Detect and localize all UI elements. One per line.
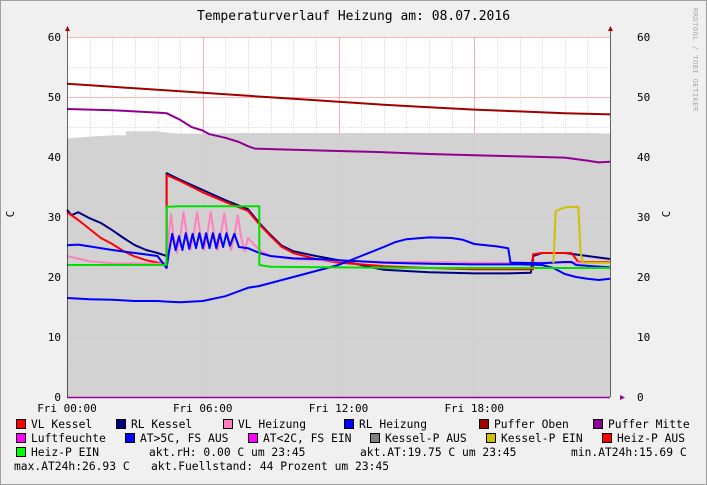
legend-swatch bbox=[223, 419, 233, 429]
series-line-kessel-p-ein bbox=[552, 205, 610, 264]
legend-label: Luftfeuchte bbox=[31, 432, 106, 445]
legend-row-4: max.AT24h:26.93 C akt.Fuellstand: 44 Pro… bbox=[14, 460, 706, 474]
legend-label: VL Kessel bbox=[31, 418, 93, 431]
y-axis-arrow-left bbox=[65, 26, 70, 31]
series-line-rl-heizung bbox=[66, 232, 611, 281]
legend-swatch bbox=[344, 419, 354, 429]
axes: 0 0 10 10 20 20 30 30 40 40 50 50 60 60 Fri 00:00 Fri 0… bbox=[4, 26, 673, 415]
legend-label: Heiz-P AUS bbox=[617, 432, 686, 445]
legend-item-puffer-oben: Puffer Oben bbox=[479, 418, 569, 432]
series-line-puffer-mitte bbox=[66, 108, 611, 164]
legend: VL Kessel RL Kessel VL Heizung RL Heizun… bbox=[14, 418, 706, 474]
legend-item-kessel-p-ein: Kessel-P EIN bbox=[486, 432, 583, 446]
series-line-at-5c-fs-aus bbox=[66, 236, 611, 304]
y-tick-label-left: 60 bbox=[48, 31, 61, 44]
y-tick-label-right: 40 bbox=[637, 151, 650, 164]
legend-label: AT>5C, FS AUS bbox=[140, 432, 229, 445]
min-outside-temp: min.AT24h:15.69 C bbox=[571, 446, 687, 459]
y-axis-label-right: C bbox=[660, 211, 673, 218]
legend-label: Kessel-P AUS bbox=[385, 432, 467, 445]
series-layer bbox=[66, 82, 611, 397]
x-tick-label: Fri 18:00 bbox=[444, 402, 504, 415]
max-outside-temp: max.AT24h:26.93 C bbox=[14, 460, 130, 473]
current-humidity: akt.rH: 0.00 C um 23:45 bbox=[149, 446, 306, 459]
legend-item-at-below-2c: AT<2C, FS EIN bbox=[248, 432, 351, 446]
legend-swatch bbox=[125, 433, 135, 443]
y-axis-arrow-right bbox=[608, 26, 613, 31]
legend-swatch bbox=[593, 419, 603, 429]
y-tick-label-left: 20 bbox=[48, 271, 61, 284]
legend-label: AT<2C, FS EIN bbox=[263, 432, 352, 445]
y-axis-label-left: C bbox=[4, 211, 17, 218]
legend-item-rl-kessel: RL Kessel bbox=[116, 418, 192, 432]
legend-item-vl-kessel: VL Kessel bbox=[16, 418, 92, 432]
legend-item-at-above-5c: AT>5C, FS AUS bbox=[125, 432, 228, 446]
y-tick-label-right: 20 bbox=[637, 271, 650, 284]
x-tick-label: Fri 06:00 bbox=[173, 402, 233, 415]
legend-label: RL Kessel bbox=[131, 418, 193, 431]
legend-label: Puffer Oben bbox=[494, 418, 569, 431]
legend-swatch bbox=[486, 433, 496, 443]
y-tick-label-right: 0 bbox=[637, 391, 644, 404]
legend-item-heiz-p-aus: Heiz-P AUS bbox=[602, 432, 685, 446]
watermark: RRDTOOL / TOBI OETIKER bbox=[691, 8, 699, 112]
legend-item-kessel-p-aus: Kessel-P AUS bbox=[370, 432, 467, 446]
legend-row-3: Heiz-P EIN akt.rH: 0.00 C um 23:45 akt.A… bbox=[16, 446, 706, 460]
chart-title: Temperaturverlauf Heizung am: 08.07.2016 bbox=[196, 9, 511, 24]
current-outside-temp: akt.AT:19.75 C um 23:45 bbox=[360, 446, 517, 459]
legend-swatch bbox=[16, 419, 26, 429]
y-tick-label-left: 30 bbox=[48, 211, 61, 224]
legend-label: Puffer Mitte bbox=[608, 418, 690, 431]
series-line-heiz-p-ein bbox=[67, 205, 610, 269]
legend-swatch bbox=[16, 447, 26, 457]
x-tick-label: Fri 00:00 bbox=[37, 402, 97, 415]
legend-swatch bbox=[602, 433, 612, 443]
legend-item-heiz-p-ein: Heiz-P EIN bbox=[16, 446, 99, 460]
legend-item-puffer-mitte: Puffer Mitte bbox=[593, 418, 690, 432]
y-tick-label-left: 10 bbox=[48, 331, 61, 344]
fill-level: akt.Fuellstand: 44 Prozent um 23:45 bbox=[151, 460, 390, 473]
legend-swatch bbox=[479, 419, 489, 429]
legend-label: Kessel-P EIN bbox=[501, 432, 583, 445]
legend-swatch bbox=[16, 433, 26, 443]
x-tick-label: Fri 12:00 bbox=[309, 402, 369, 415]
y-tick-label-left: 0 bbox=[54, 391, 61, 404]
legend-row-1: VL Kessel RL Kessel VL Heizung RL Heizun… bbox=[16, 418, 706, 432]
legend-swatch bbox=[116, 419, 126, 429]
legend-item-luftfeuchte: Luftfeuchte bbox=[16, 432, 106, 446]
legend-swatch bbox=[370, 433, 380, 443]
legend-row-2: Luftfeuchte AT>5C, FS AUS AT<2C, FS EIN … bbox=[16, 432, 706, 446]
y-tick-label-right: 10 bbox=[637, 331, 650, 344]
legend-item-rl-heizung: RL Heizung bbox=[344, 418, 427, 432]
y-tick-label-right: 60 bbox=[637, 31, 650, 44]
x-axis-arrow bbox=[620, 395, 625, 400]
legend-item-vl-heizung: VL Heizung bbox=[223, 418, 306, 432]
series-line-puffer-oben bbox=[66, 82, 611, 116]
y-tick-label-left: 40 bbox=[48, 151, 61, 164]
legend-label: VL Heizung bbox=[238, 418, 307, 431]
legend-label: RL Heizung bbox=[359, 418, 428, 431]
legend-label: Heiz-P EIN bbox=[31, 446, 100, 459]
legend-swatch bbox=[248, 433, 258, 443]
y-tick-label-right: 50 bbox=[637, 91, 650, 104]
y-tick-label-right: 30 bbox=[637, 211, 650, 224]
y-tick-label-left: 50 bbox=[48, 91, 61, 104]
